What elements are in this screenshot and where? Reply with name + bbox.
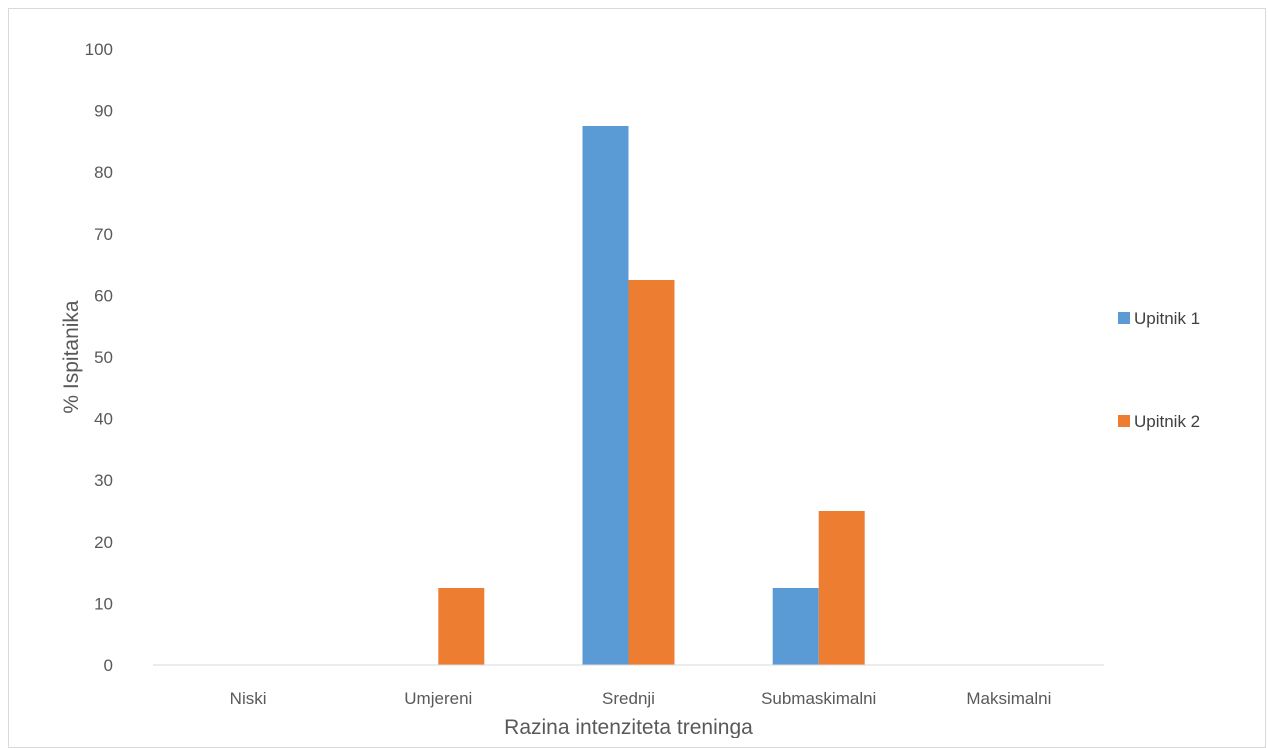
- y-tick-label: 0: [104, 656, 113, 675]
- legend-label: Upitnik 2: [1134, 412, 1200, 431]
- y-tick-label: 20: [94, 533, 113, 552]
- y-tick-label: 90: [94, 102, 113, 121]
- x-tick-label: Submaskimalni: [761, 689, 876, 708]
- bar-upitnik-2-srednji: [628, 280, 675, 665]
- bar-upitnik-1-srednji: [582, 126, 629, 665]
- bar-upitnik-1-submaskimalni: [772, 588, 819, 665]
- bar-upitnik-2-submaskimalni: [818, 511, 865, 665]
- y-tick-label: 50: [94, 348, 113, 367]
- y-tick-label: 10: [94, 594, 113, 613]
- legend-label: Upitnik 1: [1134, 309, 1200, 328]
- x-tick-label: Niski: [230, 689, 267, 708]
- x-axis-ticks: Niski Umjereni Srednji Submaskimalni Maksima…: [230, 689, 1052, 708]
- x-tick-label: Umjereni: [404, 689, 472, 708]
- y-tick-label: 80: [94, 163, 113, 182]
- y-tick-label: 70: [94, 225, 113, 244]
- x-tick-label: Srednji: [602, 689, 655, 708]
- y-tick-label: 100: [85, 40, 113, 59]
- y-tick-label: 30: [94, 471, 113, 490]
- y-tick-label: 40: [94, 410, 113, 429]
- x-tick-label: Maksimalni: [966, 689, 1051, 708]
- legend-swatch: [1118, 415, 1130, 427]
- bars: [438, 126, 865, 665]
- legend: Upitnik 1 Upitnik 2: [1118, 309, 1200, 431]
- bar-upitnik-2-umjereni: [438, 588, 485, 665]
- legend-swatch: [1118, 312, 1130, 324]
- x-axis-title: Razina intenziteta treninga: [504, 716, 753, 738]
- y-tick-label: 60: [94, 286, 113, 305]
- y-axis-ticks: 0 10 20 30 40 50 60 70 80 90 100: [85, 40, 113, 675]
- y-axis-title: % Ispitanika: [60, 300, 83, 414]
